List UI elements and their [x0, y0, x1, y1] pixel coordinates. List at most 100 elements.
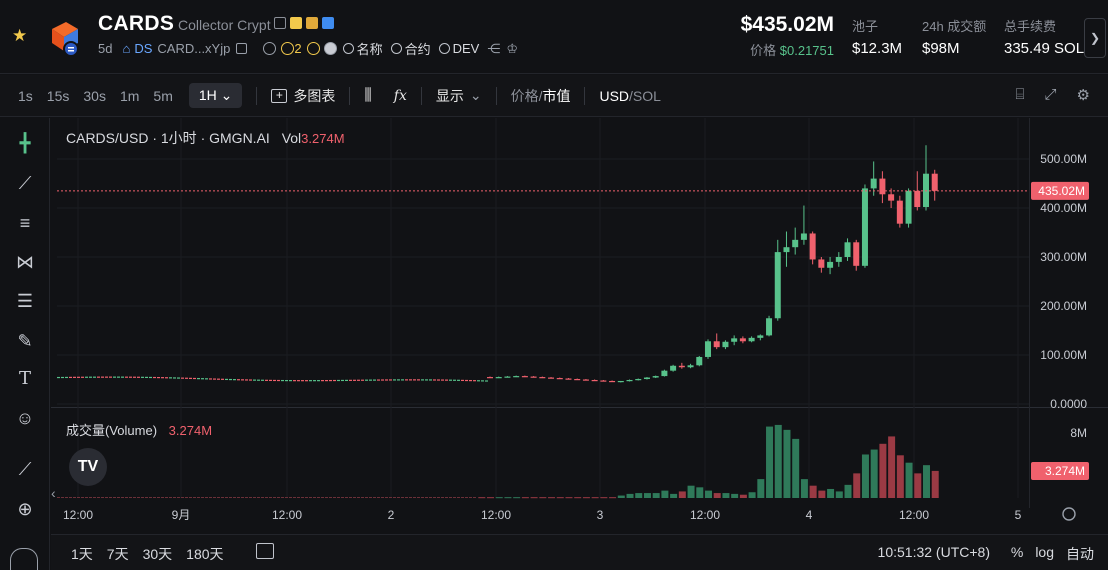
volume-bar: [835, 491, 843, 498]
chart-canvas[interactable]: 500.00M 400.00M 300.00M 200.00M 100.00M 0.000…: [51, 118, 1108, 534]
indicators-icon[interactable]: fx: [393, 87, 407, 104]
home-icon[interactable]: ⌂: [122, 41, 131, 56]
candle-body: [245, 379, 248, 381]
chevron-right-icon[interactable]: ❯: [1084, 18, 1106, 58]
quote-sol-toggle[interactable]: SOL: [632, 87, 661, 104]
candle-body: [125, 376, 128, 378]
camera-icon[interactable]: ⌸: [1015, 86, 1025, 103]
candle-body: [221, 378, 224, 380]
stat-pool: 池子 $12.3M: [852, 16, 902, 57]
candle-body: [145, 376, 148, 378]
candle-body: [69, 376, 72, 379]
volume-bar: [389, 497, 392, 498]
volume-title: 成交量(Volume): [66, 423, 158, 438]
interval-selector[interactable]: 1H ⌄: [188, 83, 243, 108]
volume-bar: [574, 497, 582, 499]
price-chart[interactable]: 500.00M 400.00M 300.00M 200.00M 100.00M 0.000…: [51, 118, 1108, 534]
candle-body: [800, 233, 807, 240]
candle-body: [369, 379, 372, 381]
volume-bar: [93, 497, 96, 498]
interval-15s[interactable]: 15s: [46, 87, 70, 104]
search-contract-link[interactable]: 合约: [404, 42, 431, 57]
contract-address[interactable]: CARD...xYjp: [157, 41, 231, 56]
volume-bar: [421, 497, 424, 498]
volume-bar: [731, 493, 739, 498]
candle-body: [285, 379, 288, 382]
search-dev-link[interactable]: DEV: [452, 41, 480, 56]
candle-body: [273, 379, 276, 382]
clock-time[interactable]: 10:51:32 (UTC+8): [877, 544, 990, 560]
crown-icon[interactable]: ♔: [506, 40, 519, 56]
share-icon[interactable]: ⋲: [487, 40, 501, 56]
magnet-icon[interactable]: [10, 548, 38, 570]
candle-body: [661, 370, 668, 377]
percent-toggle[interactable]: %: [1010, 544, 1024, 560]
interval-1m[interactable]: 1m: [119, 87, 140, 104]
candle-body: [774, 252, 781, 319]
globe-icon[interactable]: [263, 42, 277, 55]
volume-bar: [89, 497, 92, 498]
candle-body: [261, 379, 264, 381]
zoom-in-icon[interactable]: ⊕: [17, 499, 33, 519]
brush-icon[interactable]: ✎: [17, 331, 33, 351]
gear-icon[interactable]: ⚙: [1076, 87, 1090, 104]
display-label: 显示: [435, 87, 464, 104]
volume-bar: [469, 497, 472, 498]
text-icon[interactable]: T: [18, 368, 31, 389]
favorite-star-icon[interactable]: ★: [12, 26, 28, 45]
volume-bar: [853, 473, 861, 498]
candle-body: [652, 376, 659, 378]
candle-body: [381, 379, 384, 381]
divider: [584, 86, 586, 105]
auto-toggle[interactable]: 自动: [1066, 546, 1094, 562]
crosshair-icon[interactable]: ╋: [19, 133, 31, 153]
fullscreen-icon[interactable]: ⤢: [1044, 86, 1057, 103]
candle-body: [373, 379, 376, 381]
multi-chart-button[interactable]: + 多图表: [271, 86, 335, 106]
candle-body: [365, 379, 368, 381]
y-tick-label: 500.00M: [1040, 152, 1087, 166]
emoji-icon[interactable]: ☺: [15, 408, 35, 428]
volume-bar: [530, 497, 538, 499]
volume-bar: [609, 497, 617, 499]
candle-body: [481, 380, 484, 382]
volume-bar: [923, 465, 930, 498]
ds-label[interactable]: DS: [134, 41, 153, 56]
candle-body: [600, 380, 607, 382]
price-toggle[interactable]: 价格: [510, 87, 539, 104]
candle-style-icon[interactable]: ⫼: [364, 86, 372, 104]
menu-icon[interactable]: [323, 42, 337, 55]
quote-usd-toggle[interactable]: USD: [599, 87, 630, 104]
pattern-icon[interactable]: ⋈: [16, 252, 34, 272]
range-7d[interactable]: 7天: [106, 546, 129, 562]
ruler-icon[interactable]: ⟋: [18, 459, 32, 479]
log-toggle[interactable]: log: [1035, 544, 1054, 560]
horizontal-lines-icon[interactable]: ≡: [19, 213, 31, 233]
candle-body: [539, 377, 546, 379]
trendline-icon[interactable]: ⟋: [18, 173, 32, 193]
axis-settings-icon[interactable]: [1062, 507, 1076, 521]
volume-bar: [437, 497, 440, 498]
range-30d[interactable]: 30天: [142, 546, 173, 562]
mcap-toggle[interactable]: 市值: [542, 87, 571, 104]
display-dropdown[interactable]: 显示 ⌄: [436, 86, 482, 106]
interval-1s[interactable]: 1s: [18, 87, 33, 104]
candle-body: [495, 377, 502, 379]
edit-icon[interactable]: [274, 17, 286, 29]
range-180d[interactable]: 180天: [186, 546, 224, 562]
calendar-icon[interactable]: [256, 543, 274, 559]
range-1d[interactable]: 1天: [71, 546, 93, 562]
copy-icon[interactable]: [236, 43, 248, 54]
tradingview-logo[interactable]: TV: [69, 448, 107, 486]
range-buttons: 1天 7天 30天 180天: [71, 544, 224, 564]
interval-30s[interactable]: 30s: [83, 87, 106, 104]
candle-body: [429, 379, 432, 381]
search-name-link[interactable]: 名称: [356, 42, 383, 57]
fib-icon[interactable]: ☰: [16, 291, 34, 311]
candle-body: [385, 379, 388, 381]
interval-5m[interactable]: 5m: [153, 87, 173, 104]
candle-body: [141, 376, 144, 378]
candle-body: [197, 378, 200, 380]
volume-bar: [101, 497, 104, 498]
candle-body: [421, 379, 424, 381]
